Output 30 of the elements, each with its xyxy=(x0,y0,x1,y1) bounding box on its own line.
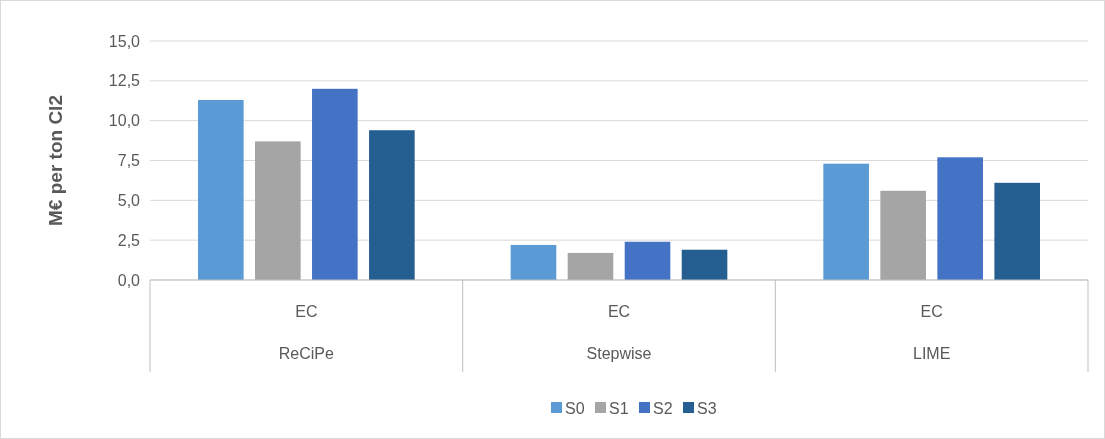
bar xyxy=(624,241,671,280)
y-tick-label: 10,0 xyxy=(108,112,141,130)
bar xyxy=(937,157,983,280)
y-tick-label: 2,5 xyxy=(117,231,141,249)
legend-label: S1 xyxy=(609,399,629,417)
x-tick-label: EC xyxy=(607,302,631,320)
bar xyxy=(312,88,358,280)
y-tick-label: 0,0 xyxy=(117,271,141,289)
y-tick-label: 7,5 xyxy=(117,152,141,170)
bar xyxy=(369,130,415,280)
y-tick-label: 15,0 xyxy=(108,32,141,50)
bar xyxy=(567,252,614,280)
bar xyxy=(198,99,244,280)
text: ReCiPe xyxy=(278,344,334,362)
bar xyxy=(994,182,1040,280)
bar xyxy=(681,249,728,280)
y-tick-label: 5,0 xyxy=(117,191,141,209)
y-axis-title: M€ per ton Cl2 xyxy=(45,95,66,226)
bar xyxy=(510,244,557,280)
legend-label: S0 xyxy=(565,399,585,417)
y-tick-label: 12,5 xyxy=(108,72,141,90)
text: Stepwise xyxy=(586,344,652,362)
x-tick-label: EC xyxy=(295,302,318,320)
bar xyxy=(823,163,869,280)
x-tick-label: EC xyxy=(920,302,943,320)
text: LIME xyxy=(912,344,951,362)
legend-label: S2 xyxy=(653,399,673,417)
bar xyxy=(880,190,926,280)
legend-label: S3 xyxy=(697,399,717,417)
bar xyxy=(255,141,301,280)
